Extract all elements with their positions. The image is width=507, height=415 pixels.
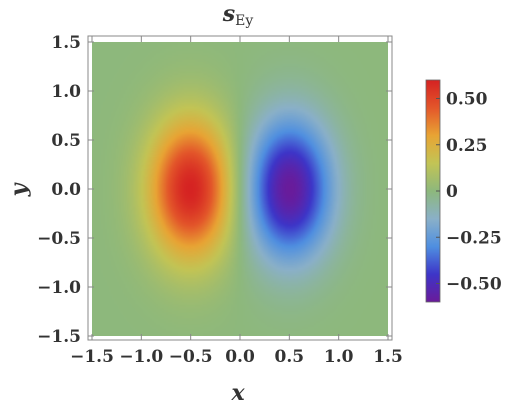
colorbar-tick-label: 0.25 [446,136,487,156]
y-tick-label: −0.5 [37,229,81,249]
colorbar-tick-label: −0.50 [446,275,502,295]
colorbar-tick-label: −0.25 [446,228,502,248]
y-tick-label: −1.5 [37,327,81,347]
colorbar-tick-label: 0 [446,182,458,202]
y-axis-label: y [6,181,32,197]
y-tick-label: 1.5 [51,33,81,53]
y-tick-label: 0.5 [51,131,81,151]
y-tick-label: 1.0 [51,82,81,102]
y-tick-label: −1.0 [37,278,81,298]
y-tick-label: 0.0 [51,180,81,200]
x-tick-label: 0.0 [225,347,255,367]
x-tick-label: −1.0 [119,347,163,367]
colorbar-ticks: 0.50 0.25 0 −0.25 −0.50 [436,90,502,295]
x-tick-label: 1.5 [373,347,403,367]
x-tick-label: 0.5 [275,347,305,367]
chart-title: sEy [222,1,254,29]
x-tick-label: −1.5 [70,347,114,367]
y-axis: 1.5 1.0 0.5 0.0 −0.5 −1.0 −1.5 [37,33,392,347]
x-axis: −1.5 −1.0 −0.5 0.0 0.5 1.0 1.5 [70,36,403,367]
colorbar: 0.50 0.25 0 −0.25 −0.50 [425,79,502,303]
x-tick-label: 1.0 [324,347,354,367]
x-axis-label: x [230,380,245,406]
heatmap-image [92,42,388,336]
plot-area [87,35,393,341]
x-tick-label: −0.5 [169,347,213,367]
colorbar-tick-label: 0.50 [446,90,488,110]
